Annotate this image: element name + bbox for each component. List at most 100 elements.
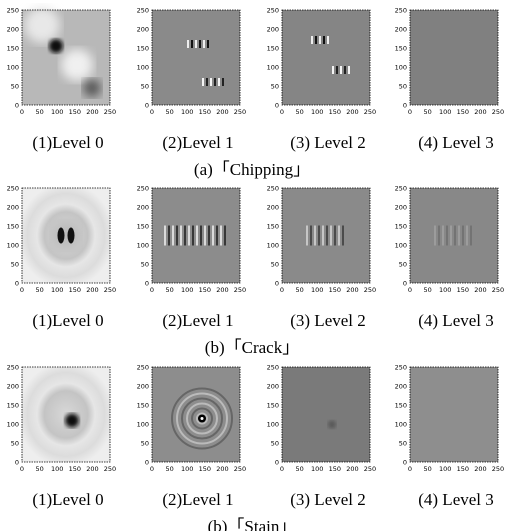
x-tick-label: 200 xyxy=(346,465,358,473)
stripe xyxy=(330,226,332,246)
y-tick-label: 250 xyxy=(395,364,407,372)
y-tick-label: 100 xyxy=(7,64,19,72)
y-tick-label: 150 xyxy=(137,45,149,53)
stripe xyxy=(184,226,186,246)
x-tick-label: 250 xyxy=(104,465,116,473)
stripe xyxy=(319,36,321,44)
x-tick-label: 250 xyxy=(234,286,246,294)
blob xyxy=(65,414,79,428)
stripe xyxy=(202,78,204,86)
stripe xyxy=(332,66,334,74)
y-tick-label: 50 xyxy=(141,83,149,91)
x-tick-label: 0 xyxy=(20,465,24,473)
x-tick-label: 100 xyxy=(51,286,63,294)
group-caption: (b)「Stain」 xyxy=(208,517,297,531)
stripe xyxy=(168,226,170,246)
y-tick-label: 200 xyxy=(137,383,149,391)
y-tick-label: 150 xyxy=(7,45,19,53)
x-tick-label: 250 xyxy=(364,465,376,473)
y-tick-label: 250 xyxy=(267,364,279,372)
stripe xyxy=(172,226,174,246)
image-bg xyxy=(282,10,370,105)
stripe xyxy=(327,36,329,44)
image xyxy=(282,188,370,283)
y-tick-label: 0 xyxy=(15,280,19,288)
stripe xyxy=(204,226,206,246)
image xyxy=(22,188,110,283)
stripe xyxy=(322,226,324,246)
panel-label: (3) Level 2 xyxy=(290,490,366,509)
y-tick-label: 250 xyxy=(267,7,279,15)
x-tick-label: 250 xyxy=(104,286,116,294)
stripe xyxy=(176,226,178,246)
x-tick-label: 150 xyxy=(199,465,211,473)
stripe xyxy=(458,226,460,246)
y-tick-label: 0 xyxy=(403,102,407,110)
y-tick-label: 250 xyxy=(137,364,149,372)
stripe xyxy=(208,226,210,246)
image-bg xyxy=(152,10,240,105)
blob xyxy=(201,417,204,420)
panel-label: (3) Level 2 xyxy=(290,311,366,330)
y-tick-label: 50 xyxy=(271,261,279,269)
y-tick-label: 100 xyxy=(7,421,19,429)
stripe xyxy=(348,66,350,74)
y-tick-label: 150 xyxy=(395,223,407,231)
stripe xyxy=(210,78,212,86)
y-tick-label: 50 xyxy=(11,261,19,269)
x-tick-label: 0 xyxy=(280,465,284,473)
blob xyxy=(61,49,93,81)
image xyxy=(410,188,498,283)
x-tick-label: 150 xyxy=(329,108,341,116)
stripe xyxy=(315,36,317,44)
panel-label: (1)Level 0 xyxy=(32,311,103,330)
y-tick-label: 150 xyxy=(395,402,407,410)
stripe xyxy=(442,226,444,246)
stripe xyxy=(199,40,201,48)
stripe xyxy=(306,226,308,246)
y-tick-label: 150 xyxy=(267,402,279,410)
y-tick-label: 200 xyxy=(267,26,279,34)
blob xyxy=(83,79,101,97)
stripe xyxy=(344,66,346,74)
x-tick-label: 200 xyxy=(346,108,358,116)
stripe xyxy=(310,226,312,246)
y-tick-label: 0 xyxy=(15,102,19,110)
blob xyxy=(24,7,60,43)
y-tick-label: 100 xyxy=(267,421,279,429)
y-tick-label: 200 xyxy=(137,204,149,212)
x-tick-label: 50 xyxy=(165,286,173,294)
y-tick-label: 100 xyxy=(267,64,279,72)
stripe xyxy=(326,226,328,246)
x-tick-label: 0 xyxy=(408,108,412,116)
blob xyxy=(49,39,63,53)
y-tick-label: 150 xyxy=(137,402,149,410)
x-tick-label: 0 xyxy=(20,108,24,116)
x-tick-label: 100 xyxy=(181,108,193,116)
stripe xyxy=(212,226,214,246)
x-tick-label: 200 xyxy=(474,286,486,294)
blob xyxy=(68,228,75,244)
y-tick-label: 50 xyxy=(271,440,279,448)
y-tick-label: 100 xyxy=(395,242,407,250)
stripe xyxy=(462,226,464,246)
y-tick-label: 200 xyxy=(267,204,279,212)
y-tick-label: 50 xyxy=(271,83,279,91)
x-tick-label: 250 xyxy=(492,108,504,116)
y-tick-label: 150 xyxy=(137,223,149,231)
stripe xyxy=(203,40,205,48)
x-tick-label: 100 xyxy=(311,286,323,294)
x-tick-label: 100 xyxy=(51,465,63,473)
y-tick-label: 100 xyxy=(137,421,149,429)
y-tick-label: 100 xyxy=(137,64,149,72)
image xyxy=(282,10,370,105)
x-tick-label: 200 xyxy=(216,465,228,473)
stripe xyxy=(224,226,226,246)
x-tick-label: 200 xyxy=(86,286,98,294)
x-tick-label: 250 xyxy=(234,465,246,473)
y-tick-label: 250 xyxy=(7,364,19,372)
x-tick-label: 100 xyxy=(439,108,451,116)
y-tick-label: 100 xyxy=(137,242,149,250)
x-tick-label: 150 xyxy=(199,108,211,116)
stripe xyxy=(206,78,208,86)
